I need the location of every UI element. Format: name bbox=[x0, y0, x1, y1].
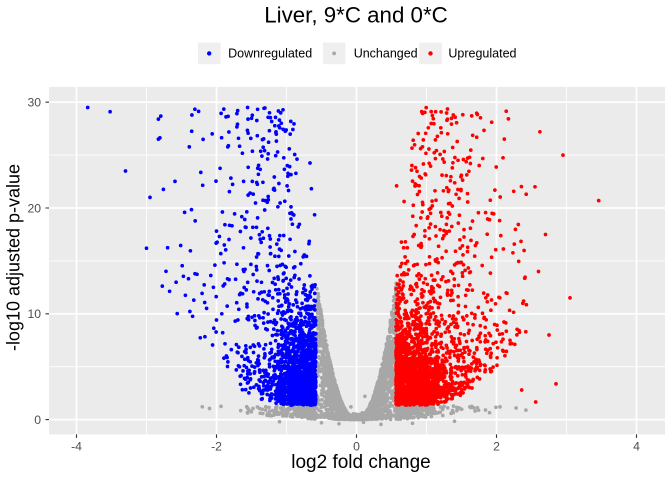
svg-text:-4: -4 bbox=[71, 440, 82, 454]
svg-text:4: 4 bbox=[633, 440, 640, 454]
svg-text:2: 2 bbox=[493, 440, 500, 454]
svg-text:10: 10 bbox=[27, 307, 41, 321]
svg-text:Liver, 9*C and 0*C: Liver, 9*C and 0*C bbox=[264, 2, 447, 27]
svg-text:Upregulated: Upregulated bbox=[448, 47, 516, 61]
svg-text:-log10 adjusted p-value: -log10 adjusted p-value bbox=[3, 164, 23, 351]
svg-text:log2 fold change: log2 fold change bbox=[291, 452, 430, 473]
svg-text:Unchanged: Unchanged bbox=[354, 47, 418, 61]
svg-text:0: 0 bbox=[34, 413, 41, 427]
svg-text:20: 20 bbox=[27, 201, 41, 215]
svg-text:Downregulated: Downregulated bbox=[228, 47, 312, 61]
svg-text:0: 0 bbox=[353, 440, 360, 454]
svg-text:30: 30 bbox=[27, 96, 41, 110]
svg-text:-2: -2 bbox=[211, 440, 222, 454]
